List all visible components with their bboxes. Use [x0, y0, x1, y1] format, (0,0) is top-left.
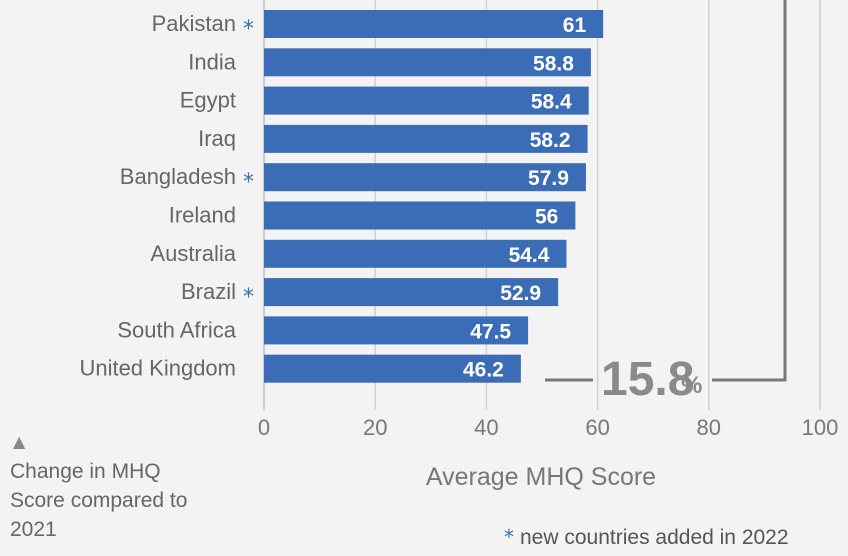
x-tick-labels: 0 20 40 60 80 100 — [258, 415, 838, 440]
category-label: India — [188, 49, 236, 74]
x-tick-label: 100 — [802, 415, 839, 440]
bar-value-label: 47.5 — [470, 320, 511, 343]
bar-value-label: 46.2 — [463, 359, 504, 382]
bar — [264, 201, 576, 230]
change-annotation: 15.8 % — [545, 0, 787, 406]
bar — [264, 124, 588, 153]
category-label: United Kingdom — [79, 356, 236, 381]
star-icon: * — [243, 17, 254, 42]
x-axis-label: Average MHQ Score — [426, 463, 656, 491]
bar-value-label: 61 — [563, 14, 587, 37]
footnote-new-countries: * new countries added in 2022 — [504, 525, 789, 550]
bar — [264, 239, 567, 268]
category-label: Pakistan — [152, 11, 236, 36]
category-labels: Pakistan * India Egypt Iraq Bangladesh * Irelan… — [79, 11, 254, 381]
bar-value-label: 58.4 — [531, 91, 572, 114]
annotation-value: 15.8 — [601, 353, 694, 406]
footnote-text: new countries added in 2022 — [520, 526, 789, 549]
bar-value-label: 58.8 — [533, 52, 574, 75]
category-label: South Africa — [117, 317, 236, 342]
category-label: Brazil — [181, 279, 236, 304]
category-label: Bangladesh — [120, 164, 236, 189]
bar — [264, 86, 589, 115]
bar-value-label: 58.2 — [530, 129, 571, 152]
category-label: Iraq — [198, 126, 236, 151]
annotation-bracket-line — [712, 0, 787, 382]
x-tick-label: 0 — [258, 415, 270, 440]
bar — [264, 163, 586, 192]
bar-value-label: 52.9 — [500, 282, 541, 305]
category-label: Egypt — [180, 88, 236, 113]
x-tick-label: 80 — [697, 415, 721, 440]
star-icon: * — [504, 525, 514, 549]
x-tick-label: 20 — [363, 415, 387, 440]
bar — [264, 48, 591, 77]
star-icon: * — [243, 285, 254, 310]
bar — [264, 278, 559, 307]
bar — [264, 354, 521, 383]
category-label: Ireland — [169, 203, 236, 228]
change-note: Change in MHQ Score compared to 2021 — [10, 460, 188, 541]
bar — [264, 316, 529, 345]
bar-value-label: 56 — [535, 206, 558, 229]
category-label: Australia — [150, 241, 236, 266]
bar — [264, 10, 604, 38]
star-icon: * — [243, 170, 254, 195]
bar-value-label: 57.9 — [528, 167, 569, 190]
x-tick-label: 60 — [585, 415, 609, 440]
bar-value-label: 54.4 — [509, 244, 550, 267]
bars: 61 58.8 58.4 58.2 57.9 56 54.4 52.9 47.5 46.2 — [264, 10, 604, 383]
x-tick-label: 40 — [474, 415, 498, 440]
triangle-up-icon: ▲ — [13, 432, 26, 451]
annotation-unit: % — [681, 372, 702, 399]
